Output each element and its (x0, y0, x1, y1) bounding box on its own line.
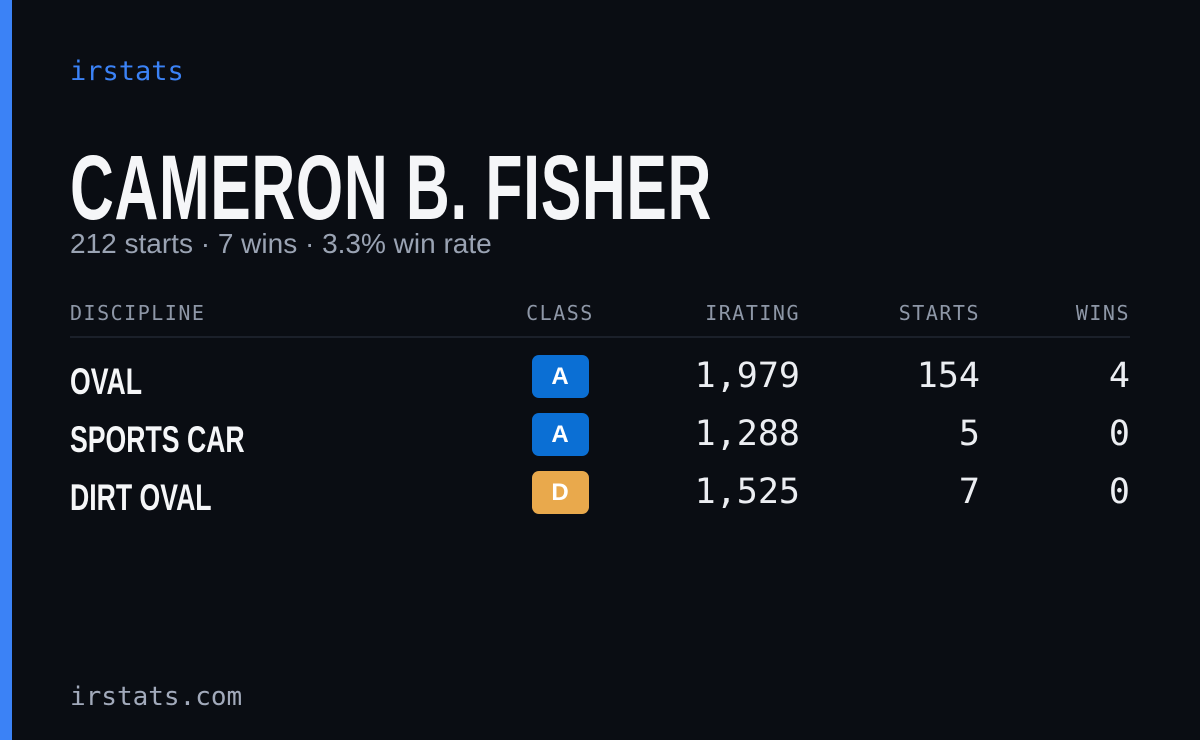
irating-value: 1,525 (694, 472, 800, 512)
discipline: SPORTS CAR (70, 419, 245, 460)
irating-value: 1,288 (694, 414, 800, 454)
column-header: IRATING (705, 301, 800, 325)
irating-value: 1,979 (694, 356, 800, 396)
wins-value: 0 (1108, 414, 1130, 454)
accent-bar (0, 0, 12, 740)
column-header: CLASS (526, 301, 594, 325)
starts-value: 7 (958, 472, 980, 512)
class-badge: D (531, 471, 589, 514)
driver-summary: 212 starts · 7 wins · 3.3% win rate (70, 228, 492, 259)
starts-value: 154 (916, 356, 980, 396)
class-badge: A (531, 413, 589, 456)
starts-value: 5 (958, 414, 980, 454)
footer: irstats.com (70, 682, 243, 712)
wins-value: 0 (1108, 472, 1130, 512)
header-rule (70, 336, 1130, 338)
class-badge: A (531, 355, 589, 398)
wins-value: 4 (1108, 356, 1130, 396)
brand: irstats (70, 56, 184, 87)
column-header: WINS (1075, 301, 1130, 325)
discipline: DIRT OVAL (70, 477, 212, 518)
discipline: OVAL (70, 361, 143, 402)
driver-name: CAMERON B. FISHER (70, 137, 713, 239)
column-header: STARTS (898, 301, 980, 325)
column-header: DISCIPLINE (70, 301, 206, 325)
